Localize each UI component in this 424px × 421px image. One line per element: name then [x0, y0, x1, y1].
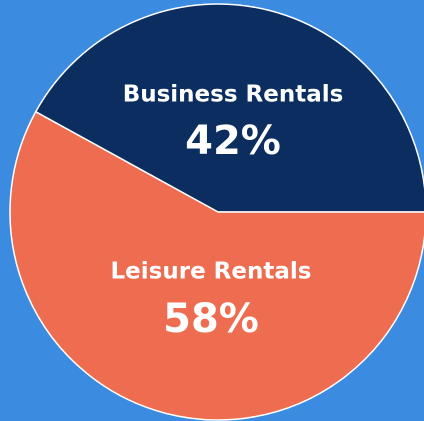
slice-value-label: 42% — [185, 118, 281, 164]
slice-label: Leisure Rentals — [111, 259, 312, 285]
slice-value-label: 58% — [163, 296, 259, 342]
pie-slice — [9, 110, 424, 421]
slice-label: Business Rentals — [123, 82, 344, 108]
pie-slice — [34, 3, 424, 213]
